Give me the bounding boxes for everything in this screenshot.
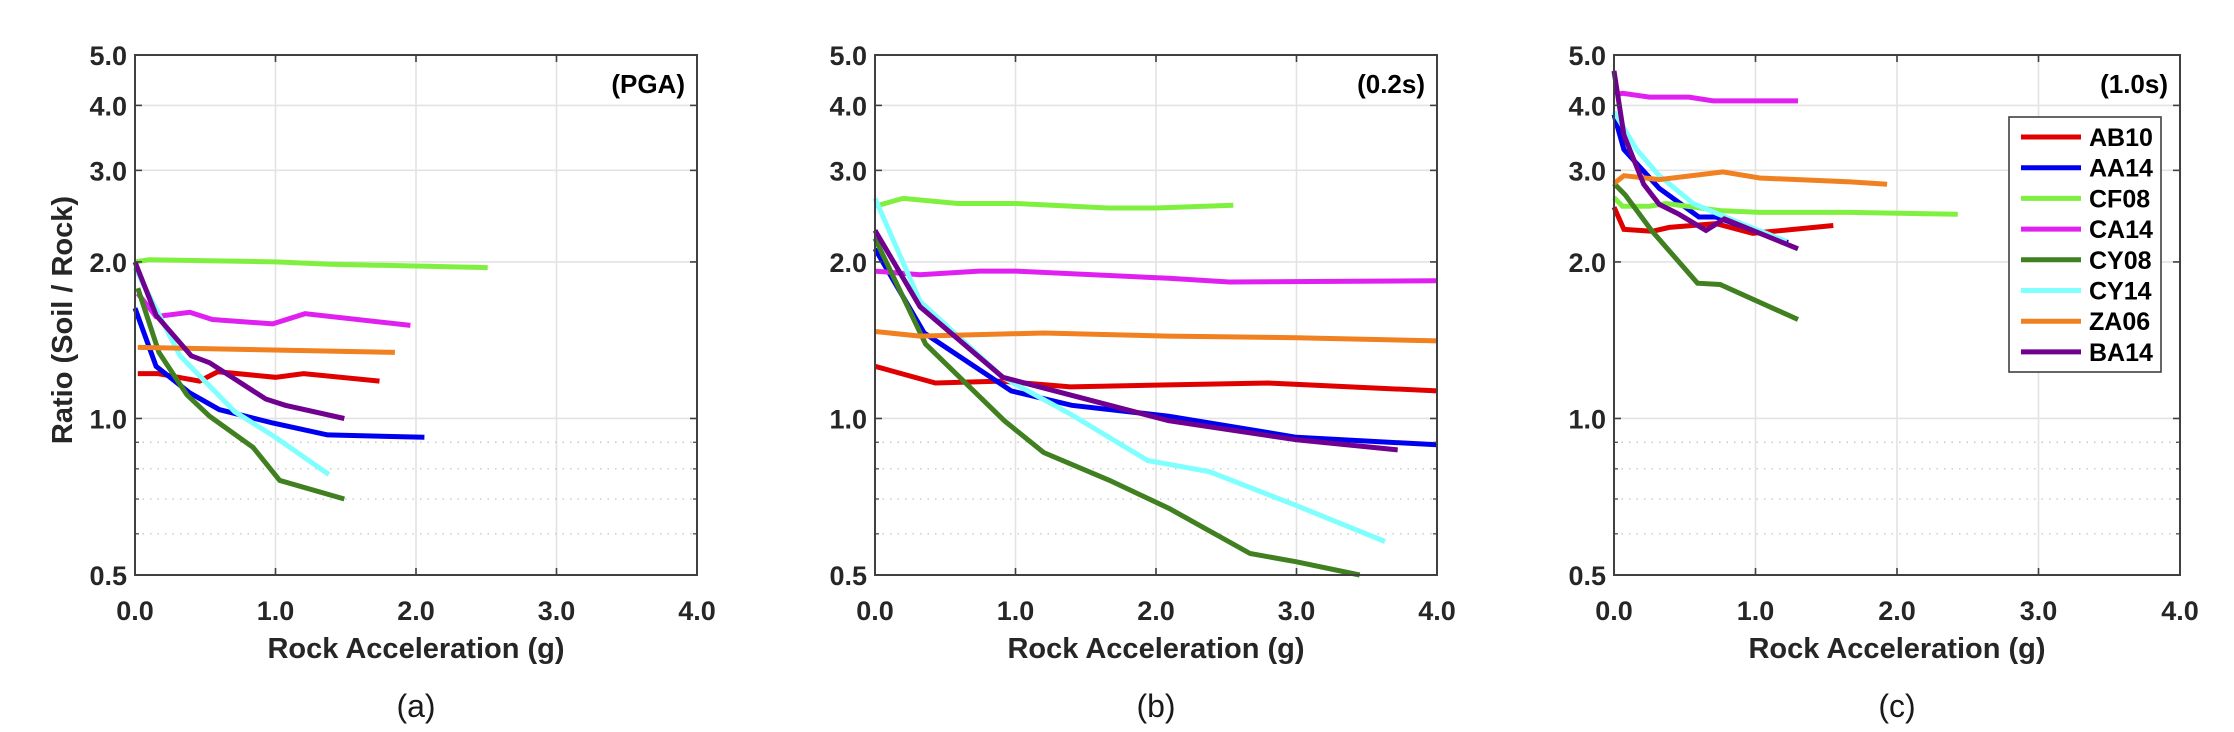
y-tick-label: 4.0 bbox=[829, 91, 867, 121]
x-axis-label: Rock Acceleration (g) bbox=[1748, 633, 2045, 665]
panel-tag: (PGA) bbox=[611, 69, 685, 99]
legend-label-za06: ZA06 bbox=[2089, 308, 2150, 336]
series-line-ca14 bbox=[1614, 90, 1798, 104]
y-tick-label: 4.0 bbox=[1568, 91, 1606, 121]
series-line-ab10 bbox=[1611, 206, 1834, 236]
series-line-cy08 bbox=[1612, 181, 1800, 322]
legend-label-cy08: CY08 bbox=[2089, 247, 2152, 275]
x-tick-label: 2.0 bbox=[1137, 596, 1175, 626]
panel-tag: (0.2s) bbox=[1357, 69, 1425, 99]
series-line-ba14 bbox=[132, 260, 345, 421]
x-tick-label: 1.0 bbox=[997, 596, 1035, 626]
panel-caption: (a) bbox=[396, 688, 435, 724]
legend-label-ca14: CA14 bbox=[2089, 216, 2153, 244]
x-tick-label: 2.0 bbox=[397, 596, 435, 626]
y-tick-label: 0.5 bbox=[89, 561, 127, 591]
series-line-cf08 bbox=[1612, 195, 1958, 217]
y-tick-label: 3.0 bbox=[89, 156, 127, 186]
x-tick-label: 0.0 bbox=[856, 596, 894, 626]
panel-caption: (b) bbox=[1136, 688, 1175, 724]
x-tick-label: 4.0 bbox=[678, 596, 716, 626]
y-tick-label: 4.0 bbox=[89, 91, 127, 121]
y-tick-label: 1.0 bbox=[89, 404, 127, 434]
y-axis-label: Ratio (Soil / Rock) bbox=[47, 196, 79, 444]
x-tick-label: 0.0 bbox=[1595, 596, 1633, 626]
panel-a: 0.0 1.0 2.0 3.0 4.0 0.5 1.0 2.0 3.0 4.0 5.0 Rock Ac… bbox=[47, 41, 716, 724]
x-tick-label: 4.0 bbox=[1418, 596, 1456, 626]
y-tick-label: 0.5 bbox=[1568, 561, 1606, 591]
series-line-za06 bbox=[137, 344, 395, 355]
x-axis-label: Rock Acceleration (g) bbox=[267, 633, 564, 665]
x-tick-label: 3.0 bbox=[538, 596, 576, 626]
series-line-cy14 bbox=[872, 197, 1386, 544]
series-line-ba14 bbox=[872, 229, 1398, 453]
legend-label-ba14: BA14 bbox=[2089, 339, 2153, 367]
x-tick-label: 1.0 bbox=[257, 596, 295, 626]
y-tick-label: 0.5 bbox=[829, 561, 867, 591]
panel-b: 0.0 1.0 2.0 3.0 4.0 0.5 1.0 2.0 3.0 4.0 5.0 Rock Ac… bbox=[829, 41, 1455, 724]
series-line-cy08 bbox=[872, 237, 1361, 578]
x-axis-label: Rock Acceleration (g) bbox=[1007, 633, 1304, 665]
series-line-ca14 bbox=[874, 268, 1438, 285]
x-tick-label: 3.0 bbox=[2020, 596, 2058, 626]
y-tick-label: 1.0 bbox=[1568, 404, 1606, 434]
series-line-aa14 bbox=[132, 307, 425, 440]
y-tick-label: 2.0 bbox=[829, 248, 867, 278]
panel-tag: (1.0s) bbox=[2100, 69, 2168, 99]
series-line-za06 bbox=[1612, 169, 1888, 187]
panel-c: 0.0 1.0 2.0 3.0 4.0 0.5 1.0 2.0 3.0 4.0 5.0 Rock Ac… bbox=[1568, 41, 2198, 724]
y-tick-label: 5.0 bbox=[829, 41, 867, 71]
series-line-cf08 bbox=[134, 257, 488, 271]
legend-box bbox=[2008, 116, 2162, 373]
x-tick-label: 0.0 bbox=[116, 596, 154, 626]
series-line-ab10 bbox=[874, 363, 1438, 394]
series-line-ab10 bbox=[137, 369, 380, 384]
y-tick-label: 5.0 bbox=[1568, 41, 1606, 71]
series-line-cf08 bbox=[874, 195, 1234, 211]
x-tick-label: 1.0 bbox=[1737, 596, 1775, 626]
y-tick-label: 3.0 bbox=[829, 156, 867, 186]
y-tick-label: 2.0 bbox=[1568, 248, 1606, 278]
panel-caption: (c) bbox=[1878, 688, 1915, 724]
x-tick-label: 4.0 bbox=[2161, 596, 2199, 626]
series-line-cy08 bbox=[135, 287, 345, 502]
y-tick-label: 2.0 bbox=[89, 248, 127, 278]
y-tick-label: 1.0 bbox=[829, 404, 867, 434]
x-tick-label: 3.0 bbox=[1278, 596, 1316, 626]
series-line-za06 bbox=[874, 329, 1438, 344]
legend-label-aa14: AA14 bbox=[2089, 155, 2153, 183]
x-tick-label: 2.0 bbox=[1878, 596, 1916, 626]
y-tick-label: 3.0 bbox=[1568, 156, 1606, 186]
legend-label-cf08: CF08 bbox=[2089, 185, 2150, 213]
y-tick-label: 5.0 bbox=[89, 41, 127, 71]
legend-label-cy14: CY14 bbox=[2089, 278, 2152, 306]
legend-label-ab10: AB10 bbox=[2089, 124, 2153, 152]
series-line-ba14 bbox=[1611, 70, 1799, 252]
